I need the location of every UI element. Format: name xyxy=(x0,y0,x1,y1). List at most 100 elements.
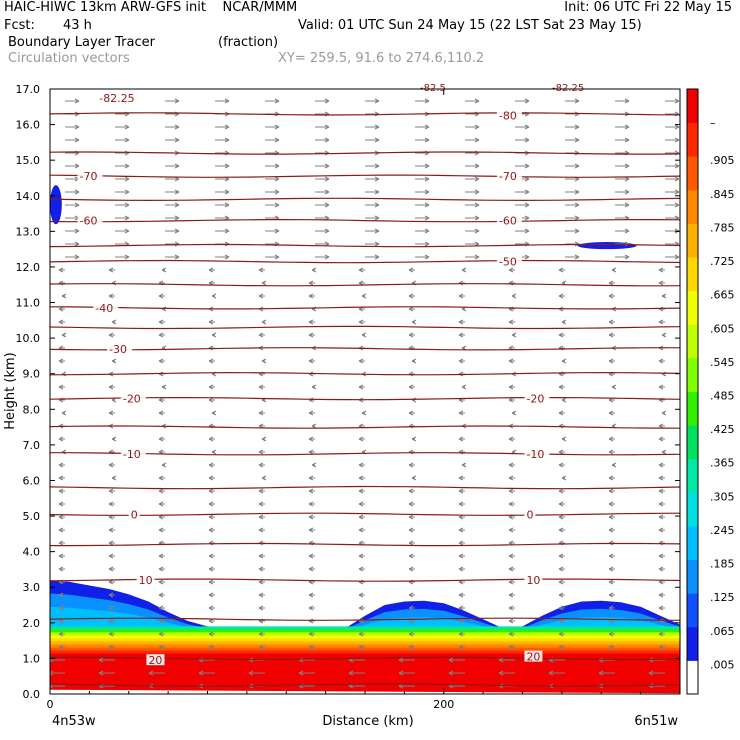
vector-head xyxy=(424,124,430,130)
vector-head xyxy=(408,553,414,559)
vector-head xyxy=(374,163,380,169)
vector-head xyxy=(611,384,617,390)
isotherm-label: -60 xyxy=(499,215,517,228)
vector-head xyxy=(658,358,664,364)
vector-head xyxy=(658,501,664,507)
isotherm-label-bg xyxy=(146,654,165,666)
vector-head xyxy=(624,124,630,130)
vector-head xyxy=(424,137,430,143)
vector-head xyxy=(508,579,514,585)
vector-head xyxy=(158,566,164,572)
isotherm-label: -20 xyxy=(526,393,544,406)
vector-head xyxy=(224,189,230,195)
vector-head xyxy=(458,293,464,299)
x-right-endpoint: 6n51w xyxy=(634,714,678,729)
vector-head xyxy=(524,163,530,169)
vector-head xyxy=(208,527,214,533)
vector-head xyxy=(458,332,464,338)
vector-head xyxy=(158,475,164,481)
isotherm-label-bg xyxy=(524,392,550,404)
vector-head xyxy=(674,163,680,169)
vector-head xyxy=(608,293,614,299)
isotherm-label-bg xyxy=(524,650,543,662)
vector-head xyxy=(108,631,114,637)
vector-head xyxy=(511,332,517,338)
colorbar-label: .425 xyxy=(710,423,735,436)
y-axis-label: Height (km) xyxy=(3,352,18,429)
isotherm-line xyxy=(50,283,680,287)
y-tick-label: 17.0 xyxy=(16,83,41,96)
vector-head xyxy=(108,488,114,494)
vector-head xyxy=(224,98,230,104)
vector-head xyxy=(211,332,217,338)
vector-head xyxy=(408,267,414,273)
x-tick-label: 200 xyxy=(433,698,454,711)
vector-head xyxy=(158,488,164,494)
vector-head xyxy=(261,280,267,286)
vector-head xyxy=(374,176,380,182)
vector-head xyxy=(508,527,514,533)
vector-head xyxy=(358,644,364,650)
vector-head xyxy=(58,501,64,507)
vector-head xyxy=(574,202,580,208)
vector-head xyxy=(461,462,467,468)
isotherm-line xyxy=(50,397,680,401)
vector-head xyxy=(208,358,214,364)
init-time: Init: 06 UTC Fri 22 May 15 xyxy=(564,0,732,15)
vector-head xyxy=(474,254,480,260)
vector-head xyxy=(558,384,564,390)
vector-head xyxy=(258,566,264,572)
vector-head xyxy=(261,358,267,364)
vector-head xyxy=(108,332,114,338)
vector-head xyxy=(58,319,64,325)
vector-head xyxy=(308,514,314,520)
isotherm-label: 0 xyxy=(526,508,533,521)
vector-head xyxy=(108,384,114,390)
colorbar-swatch xyxy=(687,626,698,661)
vector-head xyxy=(258,449,264,455)
vector-head xyxy=(58,566,64,572)
vector-head xyxy=(98,670,104,676)
vector-head xyxy=(508,605,514,611)
vector-head xyxy=(358,358,364,364)
vector-head xyxy=(558,592,564,598)
vector-head xyxy=(558,501,564,507)
colorbar-swatch xyxy=(687,525,698,561)
isotherm-line xyxy=(50,512,680,516)
vector-head xyxy=(424,228,430,234)
y-tick-label: 3.0 xyxy=(23,581,41,594)
vector-head xyxy=(108,527,114,533)
vector-head xyxy=(124,137,130,143)
vector-head xyxy=(74,228,80,234)
vector-head xyxy=(124,189,130,195)
vector-head xyxy=(608,644,614,650)
vector-head xyxy=(474,98,480,104)
isotherm-line xyxy=(50,197,680,202)
vector-head xyxy=(358,319,364,325)
vector-head xyxy=(258,267,264,273)
vector-head xyxy=(608,553,614,559)
vector-head xyxy=(524,215,530,221)
vector-head xyxy=(211,449,217,455)
isotherm-label-bg xyxy=(120,392,146,404)
vector-head xyxy=(124,163,130,169)
vector-head xyxy=(674,98,680,104)
vector-head xyxy=(524,202,530,208)
vector-head xyxy=(458,501,464,507)
y-tick-label: 9.0 xyxy=(23,368,41,381)
vector-head xyxy=(108,644,114,650)
vector-head xyxy=(358,605,364,611)
vector-head xyxy=(574,254,580,260)
vector-head xyxy=(674,124,680,130)
vector-head xyxy=(208,592,214,598)
colorbar-label: .065 xyxy=(710,625,735,638)
isotherm-line xyxy=(50,578,680,582)
vector-head xyxy=(374,98,380,104)
vector-head xyxy=(558,449,564,455)
vector-head xyxy=(274,176,280,182)
isotherm-line xyxy=(50,306,680,310)
vector-head xyxy=(108,293,114,299)
y-tick-label: 2.0 xyxy=(23,617,41,630)
vector-head xyxy=(474,202,480,208)
vector-head xyxy=(324,137,330,143)
